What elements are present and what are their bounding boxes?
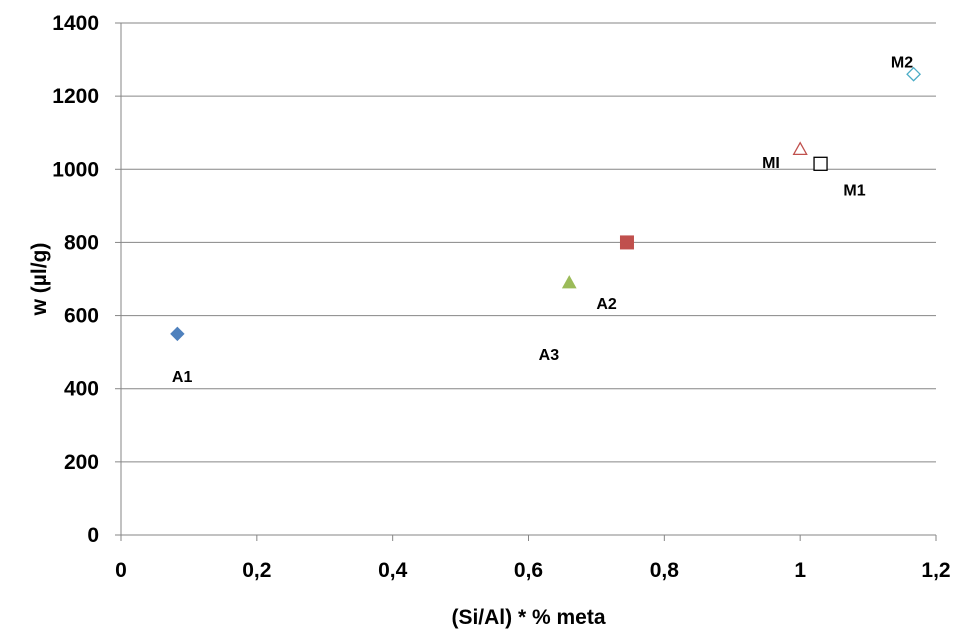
gridlines: [121, 22, 936, 463]
x-tick-label: 0: [115, 559, 127, 582]
x-tick-label: 0,6: [514, 559, 543, 582]
point-labels: A1 A3 A2 MI M1 M2: [172, 54, 913, 386]
point-label-m2: M2: [891, 54, 913, 71]
data-points: [170, 66, 922, 342]
x-tick-label: 0,4: [378, 559, 408, 582]
point-a1: [170, 326, 185, 342]
y-tick-label: 800: [64, 231, 99, 254]
y-tick-label: 1400: [52, 12, 99, 35]
point-label-a1: A1: [172, 369, 193, 386]
point-mi: [792, 141, 808, 156]
point-label-a2: A2: [596, 296, 617, 313]
y-tick-labels: 0 200 400 600 800 1000 1200 1400: [52, 12, 121, 547]
point-a2: [619, 235, 634, 250]
y-tick-label: 600: [64, 305, 99, 328]
point-m2: [906, 66, 922, 82]
x-tick-label: 1,2: [921, 559, 950, 582]
y-tick-label: 1000: [52, 158, 99, 181]
x-tick-label: 0,8: [650, 559, 680, 582]
axes: [120, 23, 936, 536]
point-m1: [813, 156, 828, 171]
x-tick-labels: 0 0,2 0,4 0,6 0,8 1 1,2: [115, 535, 951, 582]
y-tick-label: 200: [64, 451, 99, 474]
x-axis-label: (Si/Al) * % meta: [451, 606, 605, 629]
x-tick-label: 0,2: [242, 559, 271, 582]
point-label-m1: M1: [843, 182, 865, 199]
y-tick-label: 400: [64, 378, 99, 401]
point-a3: [561, 275, 577, 289]
y-tick-label: 0: [87, 524, 99, 547]
point-label-a3: A3: [539, 347, 560, 364]
y-tick-label: 1200: [52, 85, 99, 108]
point-label-mi: MI: [762, 155, 780, 172]
x-tick-label: 1: [794, 559, 806, 582]
y-axis-label: w (µl/g): [28, 243, 51, 317]
